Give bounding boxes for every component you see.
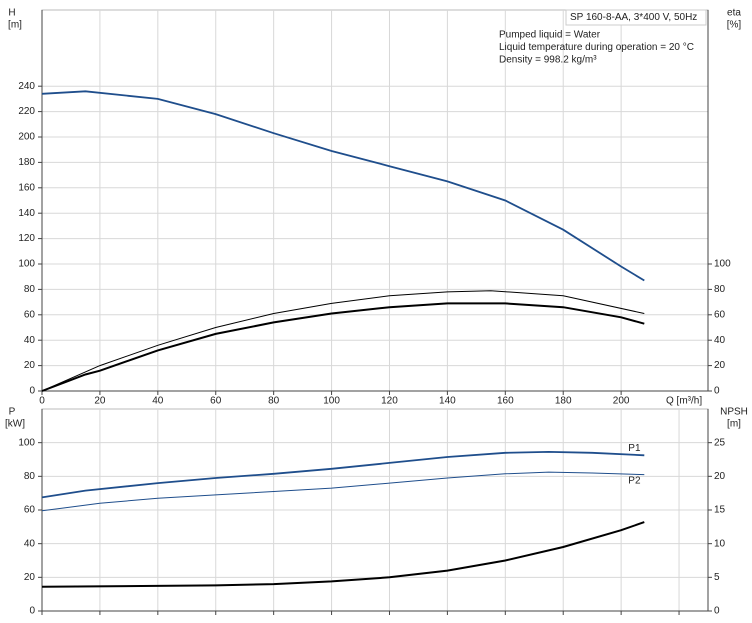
series-line: [41, 521, 645, 588]
y-tick-label: 20: [24, 572, 36, 583]
y2-tick-label: 15: [714, 505, 726, 516]
y2-tick-label: 0: [714, 606, 720, 617]
x-tick-label: 200: [613, 396, 630, 407]
series-line: [41, 302, 645, 392]
series-line: [41, 471, 645, 512]
y-tick-label: 40: [24, 538, 36, 549]
y2-label: eta: [727, 8, 741, 19]
y2-tick-label: 40: [714, 335, 726, 346]
y2-label: NPSH: [720, 407, 748, 418]
annotation: Liquid temperature during operation = 20…: [499, 42, 694, 53]
y2-unit: [%]: [727, 20, 742, 31]
y-tick-label: 220: [18, 106, 35, 117]
y-tick-label: 40: [24, 335, 36, 346]
y2-tick-label: 60: [714, 309, 726, 320]
series-line: [41, 290, 645, 392]
y-tick-label: 0: [29, 606, 35, 617]
y2-tick-label: 0: [714, 386, 720, 397]
y-tick-label: 200: [18, 132, 35, 143]
y2-tick-label: 80: [714, 284, 726, 295]
y2-tick-label: 5: [714, 572, 720, 583]
y2-tick-label: 20: [714, 360, 726, 371]
series-line: [41, 450, 645, 499]
x-tick-label: 40: [152, 396, 164, 407]
y-tick-label: 160: [18, 182, 35, 193]
x-tick-label: 100: [323, 396, 340, 407]
y2-tick-label: 10: [714, 538, 726, 549]
y2-tick-label: 100: [714, 259, 731, 270]
x-tick-label: 120: [381, 396, 398, 407]
y2-tick-label: 20: [714, 471, 726, 482]
y2-tick-label: 25: [714, 437, 726, 448]
x-tick-label: 80: [268, 396, 280, 407]
y-tick-label: 80: [24, 284, 36, 295]
y-tick-label: 180: [18, 157, 35, 168]
x-tick-label: 60: [210, 396, 222, 407]
chart-title: SP 160-8-AA, 3*400 V, 50Hz: [570, 12, 697, 23]
x-tick-label: 180: [555, 396, 572, 407]
y-unit: [kW]: [5, 419, 25, 430]
x-label: Q [m³/h]: [666, 396, 702, 407]
plot-area: [41, 9, 709, 392]
series-label: P2: [628, 475, 641, 486]
x-tick-label: 140: [439, 396, 456, 407]
y-tick-label: 0: [29, 386, 35, 397]
y-tick-label: 120: [18, 233, 35, 244]
y-tick-label: 100: [18, 437, 35, 448]
y-tick-label: 20: [24, 360, 36, 371]
y-tick-label: 140: [18, 208, 35, 219]
x-tick-label: 160: [497, 396, 514, 407]
title-box: [565, 9, 707, 26]
y2-unit: [m]: [727, 419, 741, 430]
x-tick-label: 20: [94, 396, 106, 407]
y-label: H: [8, 8, 15, 19]
y-unit: [m]: [8, 20, 22, 31]
y-tick-label: 100: [18, 259, 35, 270]
x-tick-label: 0: [39, 396, 45, 407]
y-tick-label: 60: [24, 309, 36, 320]
y-label: P: [9, 407, 16, 418]
annotation: Pumped liquid = Water: [499, 30, 601, 41]
y-tick-label: 60: [24, 505, 36, 516]
y-tick-label: 80: [24, 471, 36, 482]
series-label: P1: [628, 443, 641, 454]
annotation: Density = 998.2 kg/m³: [499, 55, 597, 66]
series-line: [41, 90, 645, 282]
y-tick-label: 240: [18, 81, 35, 92]
